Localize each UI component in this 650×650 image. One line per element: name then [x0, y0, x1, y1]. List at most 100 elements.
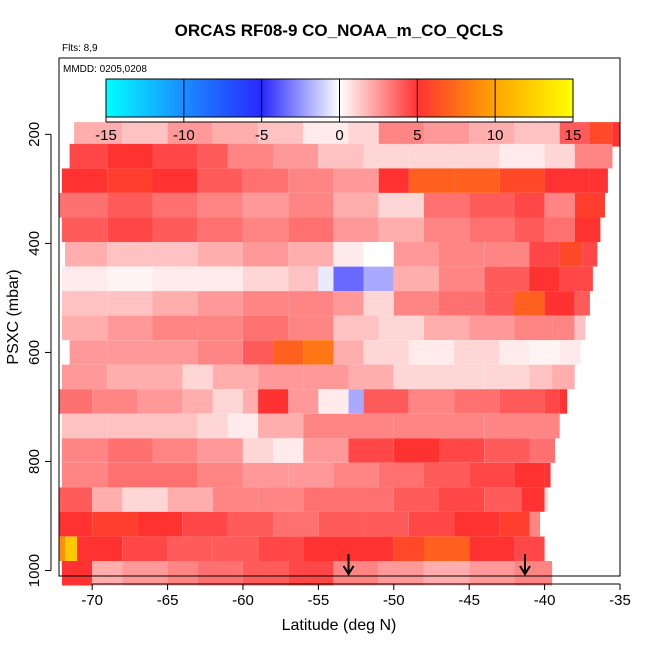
heat-cell: [363, 340, 409, 365]
heat-cell: [197, 462, 243, 488]
heat-cell: [333, 315, 379, 341]
heat-cell: [348, 438, 394, 463]
heat-cell: [522, 487, 545, 512]
heat-cell: [167, 536, 213, 561]
heat-cell: [243, 168, 289, 193]
heat-cell: [273, 143, 319, 169]
heat-cell: [197, 561, 243, 586]
heat-cell: [273, 511, 319, 537]
heat-cell: [62, 561, 93, 586]
heat-cell: [288, 291, 334, 316]
heat-cell: [212, 364, 258, 390]
heat-cell: [318, 266, 334, 292]
plot-frame: [58, 57, 621, 577]
heat-cell: [544, 217, 575, 242]
arrow-head: [519, 565, 531, 576]
heat-cell: [559, 340, 581, 365]
heat-cell: [92, 487, 123, 512]
heat-cell: [59, 193, 108, 218]
heat-cell: [393, 242, 439, 267]
heat-cell: [92, 389, 138, 414]
heat-cell: [499, 511, 530, 537]
heat-cell: [393, 266, 439, 292]
heat-cell: [439, 438, 485, 463]
heat-cell: [77, 536, 123, 561]
heat-cell: [333, 340, 364, 365]
y-tick-label: 600: [26, 340, 43, 365]
heat-cell: [243, 561, 289, 586]
heat-cell: [59, 487, 93, 512]
heat-cell: [74, 122, 123, 147]
heat-cell: [559, 122, 590, 147]
heat-cell: [439, 242, 485, 267]
heat-cell: [288, 193, 334, 218]
heat-cell: [258, 487, 304, 512]
heat-cell: [378, 193, 424, 218]
heat-cell: [393, 438, 439, 463]
x-tick-label: -35: [609, 592, 631, 609]
heat-cell: [408, 340, 455, 365]
x-tick-label: -50: [383, 592, 405, 609]
heat-cell: [62, 364, 108, 390]
heat-cell: [469, 561, 515, 586]
heat-cell: [499, 340, 530, 365]
heat-cell: [152, 242, 198, 267]
heat-cell: [378, 217, 424, 242]
heat-cell: [318, 389, 349, 414]
heat-cell: [258, 536, 304, 561]
heat-cell: [303, 122, 349, 147]
heat-cell: [454, 168, 500, 193]
heat-cell: [197, 193, 243, 218]
heat-cell: [348, 413, 394, 439]
heat-cell: [303, 536, 349, 561]
heat-cell: [243, 462, 289, 488]
heat-cell: [182, 389, 213, 414]
heat-cell: [424, 122, 470, 147]
heat-cell: [469, 217, 515, 242]
heat-cell: [378, 462, 424, 488]
heat-cell: [559, 266, 593, 292]
heat-cell: [107, 340, 153, 365]
heat-cell: [348, 389, 364, 414]
heat-cell: [333, 217, 379, 242]
heat-cell: [69, 143, 108, 169]
heat-cell: [197, 340, 243, 365]
heat-cell: [197, 315, 243, 341]
heat-cell: [303, 487, 349, 512]
heat-cell: [333, 561, 379, 586]
heat-cell: [484, 438, 530, 463]
heat-cell: [469, 462, 515, 488]
heat-cell: [589, 168, 608, 193]
heat-cell: [612, 122, 620, 147]
heat-cell: [258, 413, 304, 439]
heat-cell: [243, 291, 289, 316]
heat-cell: [529, 413, 560, 439]
heat-cell: [544, 143, 575, 169]
heat-cell: [65, 536, 78, 561]
heat-cell: [122, 536, 168, 561]
heat-cell: [408, 389, 455, 414]
heat-cell: [62, 413, 108, 439]
heat-cell: [540, 511, 545, 537]
heat-cell: [243, 193, 289, 218]
heat-cell: [122, 487, 168, 512]
heat-cell: [559, 242, 583, 267]
heat-cell: [318, 511, 364, 537]
heat-cell: [227, 413, 259, 439]
x-tick-label: -40: [534, 592, 556, 609]
heat-cell: [62, 315, 108, 341]
heat-cell: [484, 413, 530, 439]
heat-cell: [197, 168, 243, 193]
heat-cell: [59, 536, 65, 561]
heat-cell: [107, 413, 153, 439]
heat-cell: [243, 315, 289, 341]
heat-cell: [107, 193, 153, 218]
heat-cell: [152, 143, 198, 169]
heat-cell: [92, 511, 138, 537]
y-tick-label: 1000: [26, 554, 43, 587]
heat-cell: [484, 364, 530, 390]
colorbar-tick-label: -5: [255, 127, 268, 144]
heat-cell: [544, 193, 575, 218]
heat-cell: [393, 536, 424, 561]
colorbar-tick-label: 15: [565, 127, 582, 144]
